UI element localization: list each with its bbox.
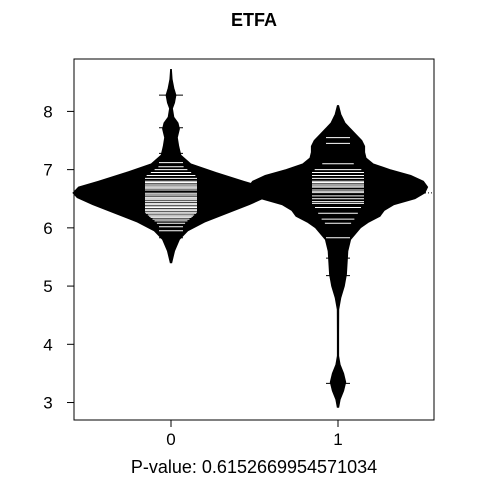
x-tick-label: 1 [333, 430, 342, 449]
y-tick-label: 7 [43, 161, 52, 180]
bean-layer [72, 69, 434, 408]
axes-layer: 3 4 5 6 7 8 0 1 [43, 102, 342, 449]
x-axis-label: P-value: 0.6152669954571034 [131, 457, 377, 477]
y-tick-label: 4 [43, 335, 52, 354]
y-tick-label: 3 [43, 394, 52, 413]
bean-1 [247, 105, 429, 408]
bean-0 [72, 69, 270, 264]
plot-frame [73, 58, 435, 421]
chart-title: ETFA [231, 10, 277, 30]
y-tick-label: 5 [43, 277, 52, 296]
y-tick-label: 6 [43, 219, 52, 238]
y-tick-label: 8 [43, 102, 52, 121]
x-tick-label: 0 [166, 430, 175, 449]
